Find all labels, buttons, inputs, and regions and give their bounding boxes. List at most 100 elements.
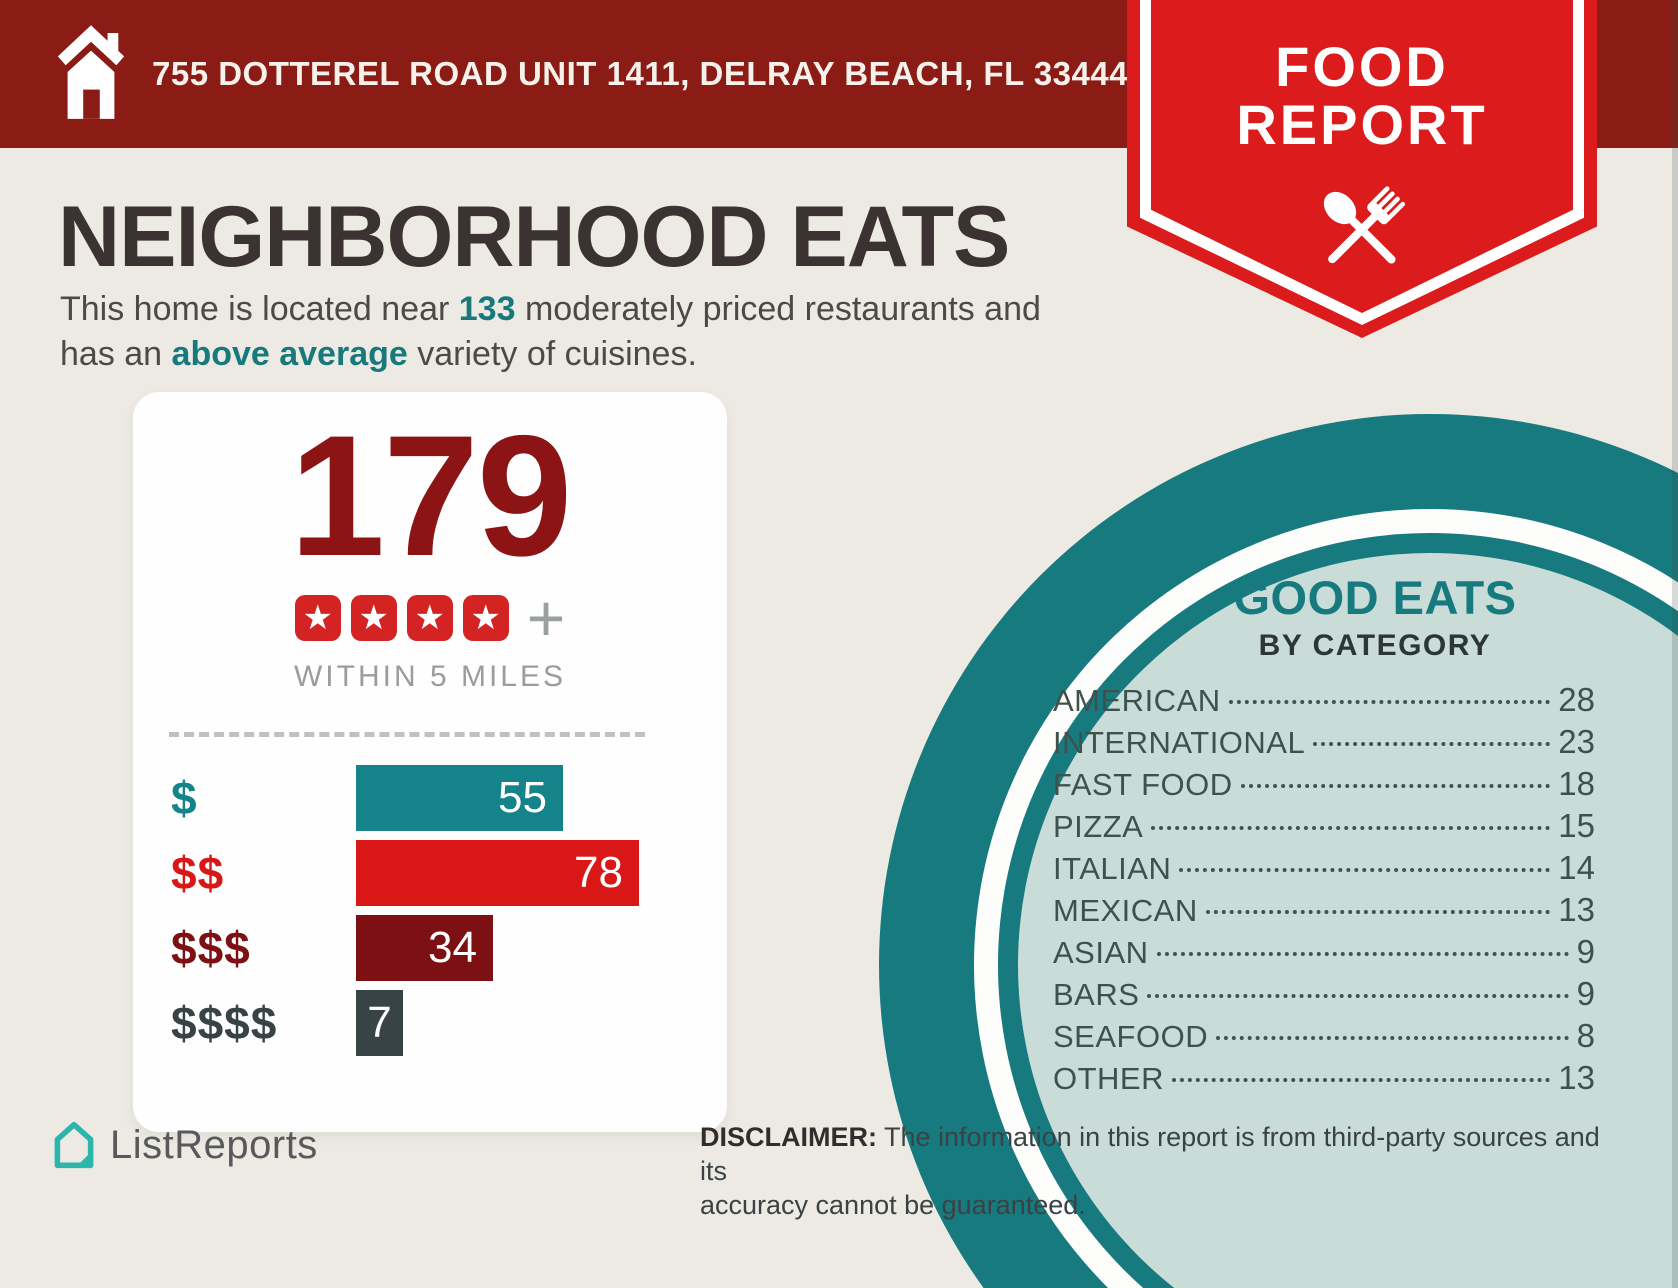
price-tier-label: $$ <box>171 847 225 899</box>
dotted-leader <box>1228 700 1551 704</box>
category-row: ASIAN 9 <box>1053 933 1595 975</box>
rating-star-tile: ★ <box>462 595 509 641</box>
star-icon: ★ <box>358 598 389 638</box>
price-tier-label: $$$$ <box>171 997 278 1049</box>
disclaimer-text: DISCLAIMER: The information in this repo… <box>700 1120 1610 1222</box>
price-tier-label: $ <box>171 772 198 824</box>
radius-caption: WITHIN 5 MILES <box>293 660 567 693</box>
star-icon: ★ <box>302 598 333 638</box>
dotted-leader <box>1205 910 1551 914</box>
category-row: BARS 9 <box>1053 975 1595 1017</box>
category-count: 23 <box>1558 723 1595 760</box>
category-count: 28 <box>1558 681 1595 718</box>
category-row: SEAFOOD 8 <box>1053 1017 1595 1059</box>
total-restaurants-number: 179 <box>289 400 573 592</box>
dotted-leader <box>1216 1036 1569 1040</box>
intro-line2: has an above average variety of cuisines… <box>60 332 1041 377</box>
listreports-brand: ListReports <box>50 1118 318 1172</box>
price-tier-value: 55 <box>498 773 547 822</box>
stats-card: 179 ★ ★ ★ ★ + WITHIN 5 MILES $55 $$ 78 $$$ 34 $$$… <box>133 392 727 1132</box>
ribbon-title-line2: REPORT <box>1236 93 1488 156</box>
star-icon: ★ <box>470 598 501 638</box>
category-row: FAST FOOD 18 <box>1053 765 1595 807</box>
variety-highlight: above average <box>171 335 408 373</box>
category-row: ITALIAN 14 <box>1053 849 1595 891</box>
category-count: 9 <box>1576 933 1595 970</box>
category-count: 13 <box>1558 1059 1595 1096</box>
dotted-leader <box>1172 1078 1551 1082</box>
category-count: 9 <box>1576 975 1595 1012</box>
rating-star-tile: ★ <box>406 595 453 641</box>
price-tier-bar: 78 <box>356 840 639 906</box>
rating-star-tile: ★ <box>350 595 397 641</box>
price-tier-value: 7 <box>367 998 392 1047</box>
price-tier-bar: 34 <box>356 915 493 981</box>
dotted-leader <box>1313 742 1551 746</box>
intro-text: This home is located near 133 moderately… <box>60 287 1041 377</box>
price-tier-label: $$$ <box>171 922 251 974</box>
category-label: MEXICAN <box>1053 893 1198 928</box>
dotted-leader <box>1179 868 1551 872</box>
category-row: PIZZA 15 <box>1053 807 1595 849</box>
category-count: 18 <box>1558 765 1595 802</box>
price-tier-row: $$ 78 <box>171 840 727 906</box>
crossed-spoon-fork-icon <box>1323 186 1406 264</box>
good-eats-title: GOOD EATS <box>1233 571 1517 624</box>
category-count: 15 <box>1558 807 1595 844</box>
property-address: 755 DOTTEREL ROAD UNIT 1411, DELRAY BEAC… <box>152 55 1129 92</box>
rating-stars-row: ★ ★ ★ ★ + <box>133 581 727 655</box>
restaurant-count: 133 <box>458 290 516 328</box>
price-tier-row: $55 <box>171 765 727 831</box>
price-tier-value: 78 <box>574 848 623 897</box>
category-label: OTHER <box>1053 1061 1164 1096</box>
home-icon-door <box>83 89 100 119</box>
dotted-leader <box>1156 952 1569 956</box>
rating-star-tile: ★ <box>294 595 341 641</box>
listreports-wordmark: ListReports <box>110 1122 318 1167</box>
category-row: MEXICAN 13 <box>1053 891 1595 933</box>
intro-line1-post: moderately priced restaurants and <box>515 290 1041 328</box>
category-list: AMERICAN 28 INTERNATIONAL 23 FAST FOOD 18 PIZZ… <box>1053 681 1595 1101</box>
category-label: INTERNATIONAL <box>1053 725 1306 760</box>
category-label: PIZZA <box>1053 809 1144 844</box>
plus-sign: + <box>526 581 566 655</box>
category-label: ITALIAN <box>1053 851 1172 886</box>
intro-line2-post: variety of cuisines. <box>407 335 697 373</box>
good-eats-subtitle: BY CATEGORY <box>1258 629 1492 662</box>
disclaimer-line2: accuracy cannot be guaranteed. <box>700 1190 1086 1220</box>
dotted-leader <box>1151 826 1551 830</box>
disclaimer-line1-text: The information in this report is from t… <box>700 1122 1600 1186</box>
category-label: FAST FOOD <box>1053 767 1233 802</box>
category-label: SEAFOOD <box>1053 1019 1209 1054</box>
intro-line2-pre: has an <box>60 335 172 373</box>
ribbon-title-line1: FOOD <box>1275 35 1449 98</box>
category-label: AMERICAN <box>1053 683 1221 718</box>
disclaimer-label: DISCLAIMER: <box>700 1122 877 1152</box>
category-label: ASIAN <box>1053 935 1149 970</box>
intro-line1: This home is located near 133 moderately… <box>60 287 1041 332</box>
home-icon <box>57 25 125 119</box>
category-row: INTERNATIONAL 23 <box>1053 723 1595 765</box>
price-tier-bar: 55 <box>356 765 563 831</box>
price-tier-value: 34 <box>428 923 477 972</box>
star-icon: ★ <box>414 598 445 638</box>
category-label: BARS <box>1053 977 1140 1012</box>
price-tier-row: $$$ 34 <box>171 915 727 981</box>
category-count: 13 <box>1558 891 1595 928</box>
price-tier-bar: 7 <box>356 990 403 1056</box>
page-title: NEIGHBORHOOD EATS <box>58 189 1010 285</box>
price-tier-bar-chart: $55 $$ 78 $$$ 34 $$$$ 7 <box>133 765 727 1056</box>
listreports-logo-icon <box>54 1121 94 1169</box>
category-row: AMERICAN 28 <box>1053 681 1595 723</box>
dotted-leader <box>1147 994 1569 998</box>
dashed-divider <box>169 732 645 737</box>
category-count: 14 <box>1558 849 1595 886</box>
good-eats-heading: GOOD EATS BY CATEGORY <box>1125 570 1625 663</box>
food-report-ribbon: FOOD REPORT <box>1127 0 1597 338</box>
disclaimer-line1: DISCLAIMER: The information in this repo… <box>700 1120 1610 1188</box>
intro-line1-pre: This home is located near <box>60 290 459 328</box>
price-tier-row: $$$$ 7 <box>171 990 727 1056</box>
right-edge-strip <box>1672 0 1678 1288</box>
dotted-leader <box>1240 784 1551 788</box>
